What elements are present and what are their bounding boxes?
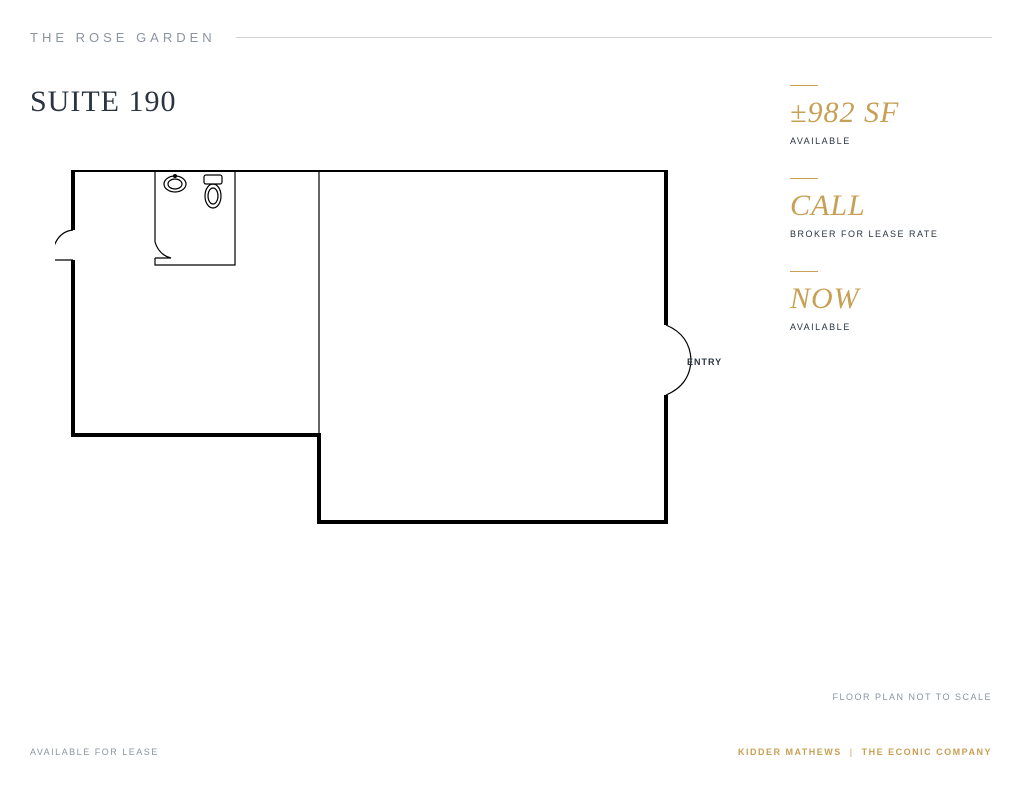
page-header: THE ROSE GARDEN — [30, 30, 992, 45]
footer-left: AVAILABLE FOR LEASE — [30, 747, 159, 757]
floor-plan-svg — [55, 170, 715, 530]
stat-sqft: ±982 SF AVAILABLE — [790, 85, 1000, 146]
broker-1: KIDDER MATHEWS — [738, 747, 842, 757]
broker-2: THE ECONIC COMPANY — [862, 747, 992, 757]
stat-sub: AVAILABLE — [790, 322, 1000, 332]
stat-availability: NOW AVAILABLE — [790, 271, 1000, 332]
stat-rule-icon — [790, 85, 818, 86]
footer-brokers: KIDDER MATHEWS | THE ECONIC COMPANY — [738, 747, 992, 757]
stat-value: ±982 SF — [790, 96, 1000, 130]
stat-rule-icon — [790, 178, 818, 179]
suite-title: SUITE 190 — [30, 85, 177, 119]
header-rule — [236, 37, 992, 38]
stat-rate: CALL BROKER FOR LEASE RATE — [790, 178, 1000, 239]
stat-sub: BROKER FOR LEASE RATE — [790, 229, 1000, 239]
footer-separator: | — [850, 747, 854, 757]
page-footer: AVAILABLE FOR LEASE KIDDER MATHEWS | THE… — [30, 747, 992, 757]
stat-sub: AVAILABLE — [790, 136, 1000, 146]
floor-plan: ENTRY — [55, 170, 715, 530]
property-name: THE ROSE GARDEN — [30, 30, 216, 45]
entry-label: ENTRY — [687, 357, 722, 367]
stats-column: ±982 SF AVAILABLE CALL BROKER FOR LEASE … — [790, 85, 1000, 364]
stat-rule-icon — [790, 271, 818, 272]
stat-value: NOW — [790, 282, 1000, 316]
stat-value: CALL — [790, 189, 1000, 223]
scale-note: FLOOR PLAN NOT TO SCALE — [832, 692, 992, 702]
